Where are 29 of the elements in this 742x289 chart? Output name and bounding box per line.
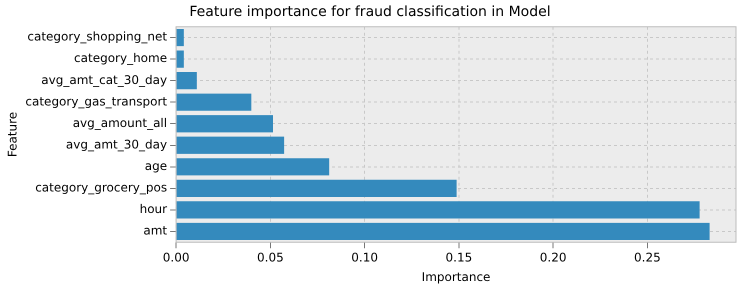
bar (176, 115, 273, 132)
bar (176, 72, 197, 90)
bar (176, 201, 700, 219)
y-axis-title: Feature (5, 112, 20, 158)
x-tick-label: 0.05 (257, 250, 284, 265)
x-tick-label: 0.10 (351, 250, 378, 265)
x-axis-title: Importance (422, 270, 490, 284)
bar (176, 50, 184, 68)
bar (176, 180, 457, 197)
bar (176, 158, 330, 176)
y-tick-label: avg_amt_cat_30_day (41, 72, 168, 87)
y-tick-label: hour (140, 202, 168, 216)
chart-title: Feature importance for fraud classification in Model (189, 4, 551, 20)
bar (176, 136, 284, 154)
y-tick-label: category_gas_transport (25, 94, 168, 108)
y-tick-label: category_shopping_net (27, 30, 168, 44)
x-tick-label: 0.15 (446, 250, 472, 265)
x-tick-label: 0.25 (634, 250, 661, 265)
x-tick-label: 0.20 (540, 250, 566, 265)
y-tick-label: amt (143, 224, 168, 238)
bar (176, 222, 710, 240)
bar (176, 28, 184, 46)
y-tick-label: category_home (74, 51, 168, 66)
bar (176, 94, 252, 111)
y-tick-label: avg_amt_30_day (66, 137, 168, 152)
y-tick-label: category_grocery_pos (35, 180, 168, 194)
y-tick-label: age (144, 158, 168, 173)
y-tick-label: avg_amount_all (72, 116, 168, 130)
x-tick-label: 0.00 (162, 250, 190, 265)
